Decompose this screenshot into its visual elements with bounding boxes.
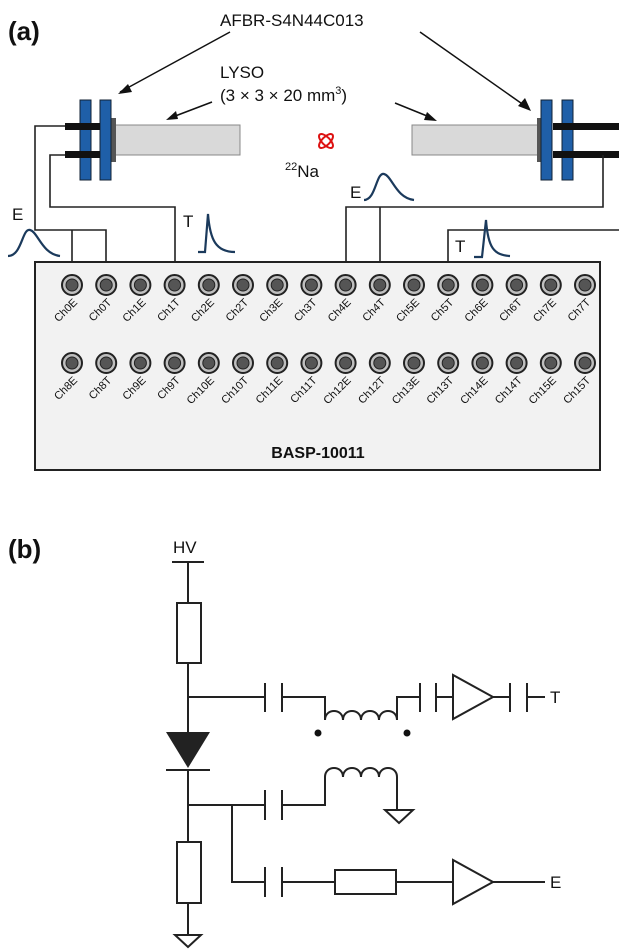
panel-label: (b) bbox=[8, 534, 41, 564]
dims-end: ) bbox=[341, 86, 347, 105]
amplifier bbox=[452, 673, 496, 721]
connector-core bbox=[578, 278, 592, 292]
connector-core bbox=[133, 356, 147, 370]
connector-core bbox=[304, 278, 318, 292]
connector-core bbox=[373, 278, 387, 292]
wire bbox=[49, 154, 176, 283]
connector-core bbox=[168, 278, 182, 292]
t-path bbox=[188, 683, 453, 721]
pcb bbox=[540, 99, 553, 181]
connector-core bbox=[407, 356, 421, 370]
resistor bbox=[334, 869, 397, 895]
dot bbox=[314, 729, 322, 737]
connector-core bbox=[202, 356, 216, 370]
connector-core bbox=[202, 278, 216, 292]
pin bbox=[553, 123, 619, 130]
out-e: E bbox=[550, 873, 561, 892]
connector-core bbox=[270, 278, 284, 292]
signal-label: T bbox=[455, 237, 465, 256]
crystal-dims: (3 × 3 × 20 mm3) bbox=[220, 85, 347, 105]
pcb bbox=[99, 99, 112, 181]
panel-label: (a) bbox=[8, 16, 40, 46]
pin bbox=[65, 123, 100, 130]
source-label: 22Na bbox=[285, 161, 320, 181]
wire bbox=[34, 125, 107, 283]
connector-core bbox=[65, 356, 79, 370]
arrow bbox=[419, 31, 529, 109]
connector-core bbox=[133, 278, 147, 292]
signal-label: E bbox=[12, 205, 23, 224]
crystal bbox=[411, 124, 541, 156]
pulse bbox=[363, 172, 415, 202]
dot bbox=[403, 729, 411, 737]
connector-core bbox=[339, 278, 353, 292]
connector-core bbox=[510, 278, 524, 292]
connector-core bbox=[475, 278, 489, 292]
wire bbox=[493, 683, 545, 712]
connector-core bbox=[339, 356, 353, 370]
pcb bbox=[79, 99, 92, 181]
diode bbox=[166, 732, 210, 768]
dims-sup: 3 bbox=[335, 85, 341, 97]
connector-core bbox=[407, 278, 421, 292]
arrow-head bbox=[518, 98, 531, 111]
arrow bbox=[119, 31, 231, 93]
e-path-1 bbox=[188, 767, 416, 825]
circuit: T E bbox=[166, 561, 561, 949]
amplifier bbox=[452, 858, 496, 906]
connector-core bbox=[236, 356, 250, 370]
connector-core bbox=[99, 278, 113, 292]
connector-core bbox=[236, 278, 250, 292]
connector-core bbox=[544, 356, 558, 370]
pulse bbox=[474, 219, 511, 259]
pin bbox=[553, 151, 619, 158]
mass: 22 bbox=[285, 161, 297, 173]
sensor-label: AFBR-S4N44C013 bbox=[220, 11, 364, 30]
arrow-head bbox=[166, 111, 178, 120]
connector-core bbox=[373, 356, 387, 370]
signal-label: E bbox=[350, 183, 361, 202]
out-t: T bbox=[550, 688, 560, 707]
resistor bbox=[176, 602, 202, 664]
pin bbox=[65, 151, 100, 158]
arrow-head bbox=[118, 84, 132, 94]
source-icon bbox=[318, 133, 334, 149]
signal-label: T bbox=[183, 212, 193, 231]
resistor bbox=[176, 841, 202, 904]
connector-core bbox=[510, 356, 524, 370]
arrow-head bbox=[424, 112, 437, 121]
connector-core bbox=[441, 356, 455, 370]
element: Na bbox=[297, 162, 319, 181]
connector-core bbox=[578, 356, 592, 370]
connector-core bbox=[475, 356, 489, 370]
connector-core bbox=[168, 356, 182, 370]
dims: (3 × 3 × 20 mm bbox=[220, 86, 335, 105]
pulse bbox=[7, 228, 61, 258]
hv-label: HV bbox=[173, 538, 197, 557]
connector-core bbox=[99, 356, 113, 370]
board-label: BASP-10011 bbox=[271, 445, 364, 462]
connector-core bbox=[65, 278, 79, 292]
connector-core bbox=[270, 356, 284, 370]
connector-core bbox=[544, 278, 558, 292]
connector-core bbox=[304, 356, 318, 370]
connector-core bbox=[441, 278, 455, 292]
pcb bbox=[561, 99, 574, 181]
e-path-2 bbox=[231, 805, 453, 897]
pulse bbox=[198, 213, 236, 254]
crystal bbox=[112, 124, 241, 156]
crystal-label: LYSO bbox=[220, 63, 264, 82]
